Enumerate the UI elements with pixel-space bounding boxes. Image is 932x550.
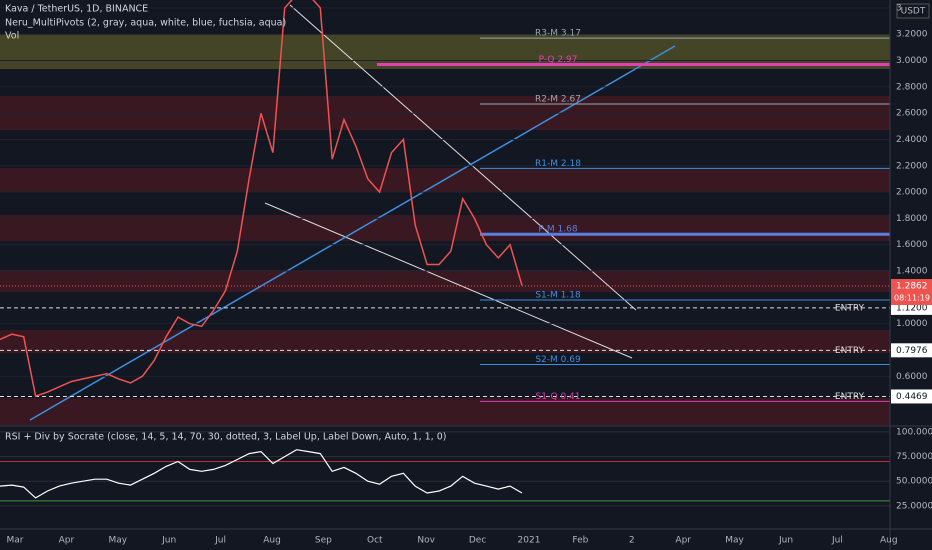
time-label: Oct (367, 536, 383, 546)
current-price: 1.2862 (896, 282, 928, 292)
entry-label: ENTRY (835, 392, 865, 402)
entry-price-box (891, 389, 932, 404)
pivot-label: P-Q 2.97 (539, 55, 578, 65)
price-tick-label: 2.2000 (896, 161, 928, 171)
price-tick-label: 2.6000 (896, 109, 928, 119)
pivot-label: S1-M 1.18 (535, 291, 581, 301)
price-tick-label: 2.4000 (896, 135, 928, 145)
price-tick-label: 2.0000 (896, 188, 928, 198)
entry-price: 1.1200 (896, 303, 928, 313)
trendlines (29, 4, 676, 421)
rsi-line (0, 449, 523, 499)
rsi-tick-label: 25.0000 (896, 501, 932, 511)
time-label: Aug (263, 536, 281, 546)
time-label: 2021 (518, 536, 541, 546)
pivot-label: S2-M 0.69 (535, 355, 581, 365)
time-label: Jun (161, 536, 176, 546)
entry-label: ENTRY (835, 303, 865, 313)
time-label: Nov (417, 536, 435, 546)
entry-price: 0.4469 (896, 392, 928, 402)
currency: USDT (901, 7, 926, 17)
rsi-tick-label: 50.0000 (896, 477, 932, 487)
volume-label: Vol (5, 31, 19, 42)
entry-price-box (891, 343, 932, 358)
pivot-label: R1-M 2.18 (535, 159, 581, 169)
rsi-title: RSI + Div by Socrate (close, 14, 5, 14, … (5, 432, 446, 443)
entry-label: ENTRY (835, 346, 865, 356)
currency-box (896, 3, 930, 19)
time-label: Aug (880, 536, 898, 546)
time-label: May (725, 536, 744, 546)
price-tick-label: 1.6000 (896, 240, 928, 250)
price-tick-label: 3 (896, 3, 902, 13)
rsi-tick-label: 75.0000 (896, 452, 932, 462)
time-label: May (108, 536, 127, 546)
symbol: Kava / TetherUS, 1D, BINANCE (5, 4, 148, 15)
pivot-label: S1-Q 0.41 (536, 392, 581, 402)
price-tick-label: 1.8000 (896, 214, 928, 224)
time-label: Apr (59, 536, 75, 546)
price-tick-label: 1.4000 (896, 267, 928, 277)
time-label: 2 (629, 536, 635, 546)
price-tick-label: 3.2000 (896, 30, 928, 40)
current-box (891, 279, 932, 306)
entry-price: 0.7976 (896, 346, 928, 356)
time-label: Jun (778, 536, 793, 546)
time-label: Mar (7, 536, 24, 546)
time-label: Apr (675, 536, 691, 546)
time-label: Sep (315, 536, 332, 546)
time-label: Jul (214, 536, 226, 546)
pivot-label: R3-M 3.17 (535, 29, 581, 39)
rsi-tick-label: 100.0000 (896, 427, 932, 437)
price-tick-label: 0.6000 (896, 372, 928, 382)
price-tick-label: 1.0000 (896, 319, 928, 329)
pivot-label: R2-M 2.67 (535, 94, 581, 104)
price-tick-label: 2.8000 (896, 82, 928, 92)
price-tick-label: 3.0000 (896, 56, 928, 66)
price-line (0, 0, 523, 398)
countdown: 08:11:19 (894, 294, 930, 303)
indicator: Neru_MultiPivots (2, gray, aqua, white, … (5, 18, 286, 29)
time-label: Jul (831, 536, 843, 546)
time-label: Dec (469, 536, 486, 546)
time-label: Feb (572, 536, 588, 546)
zones (0, 34, 890, 425)
pivot-label: P-M 1.68 (538, 225, 577, 235)
